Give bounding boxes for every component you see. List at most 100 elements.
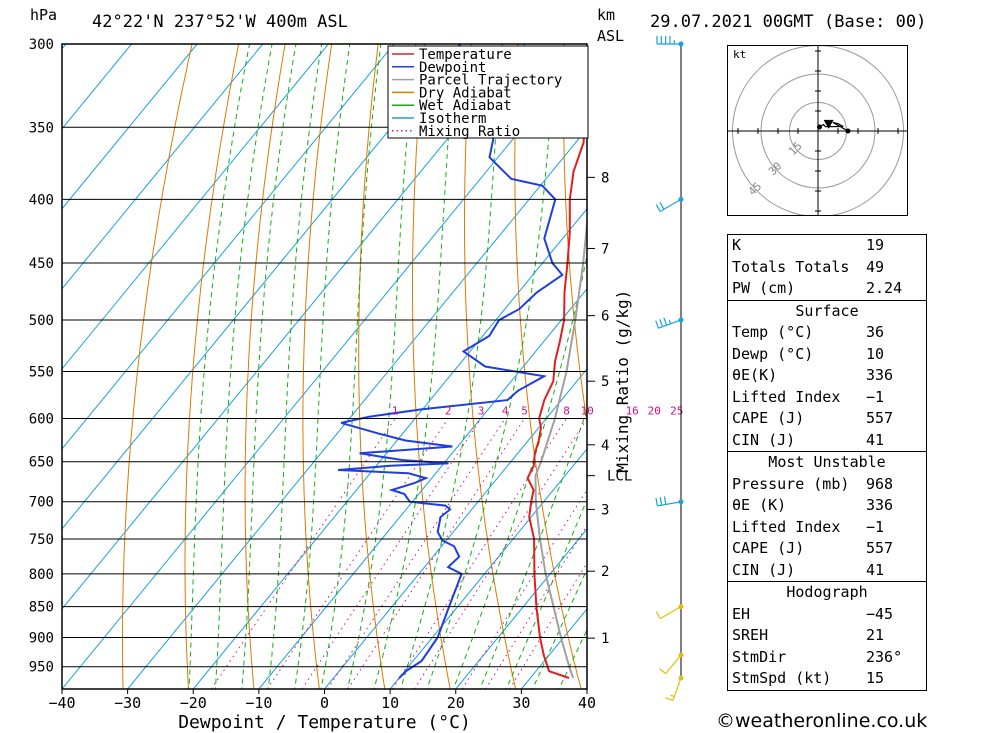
pressure-tick-label: 300 xyxy=(29,37,54,53)
isotherm-line xyxy=(62,44,264,290)
most-unstable-rows: Pressure (mb) 968 θE (K) 336 Lifted Index −1 C… xyxy=(728,474,926,582)
isotherm-line xyxy=(127,127,587,689)
most-unstable-value: 968 xyxy=(866,474,894,493)
isotherm-line xyxy=(389,448,587,689)
hodograph-row: SREH 21 xyxy=(728,625,926,647)
index-key: PW (cm) xyxy=(732,279,796,297)
hodograph-title: Hodograph xyxy=(728,581,926,604)
pressure-unit-label: hPa xyxy=(30,6,58,24)
wind-barb-flag xyxy=(659,668,666,675)
pressure-tick-label: 750 xyxy=(29,532,54,548)
surface-value: 41 xyxy=(866,430,885,449)
hodograph-key: StmSpd (kt) xyxy=(732,669,832,687)
wind-barb-flag xyxy=(655,204,661,212)
mixing-ratio-label: 1 xyxy=(392,404,399,417)
pressure-tick-label: 400 xyxy=(29,192,54,208)
location-label: 42°22'N 237°52'W 400m ASL xyxy=(92,12,348,32)
index-value: 49 xyxy=(866,257,885,276)
wind-barb-half xyxy=(670,694,675,698)
height-tick-label: 5 xyxy=(601,374,609,390)
indices-rows: K 19 Totals Totals 49 PW (cm) 2.24 xyxy=(728,235,926,300)
most-unstable-value: −1 xyxy=(866,517,885,536)
most-unstable-value: 336 xyxy=(866,496,894,514)
wind-barb-flag xyxy=(659,497,663,506)
wind-barb-flag xyxy=(655,320,660,329)
hodograph-key: EH xyxy=(732,604,751,623)
surface-key: CIN (J) xyxy=(732,430,796,449)
mixing-ratio-label: 25 xyxy=(670,404,683,417)
hodograph-row: StmDir 236° xyxy=(728,647,926,669)
height-unit-asl: ASL xyxy=(597,27,625,45)
wind-barb-flag xyxy=(655,497,658,507)
mixing-ratio-line xyxy=(461,488,587,689)
pressure-tick-label: 350 xyxy=(29,120,54,136)
pressure-tick-label: 550 xyxy=(29,364,54,380)
mixing-ratio-label: 5 xyxy=(521,404,528,417)
isotherm-line xyxy=(62,47,587,689)
wind-barb-shaft xyxy=(659,198,682,212)
surface-row: Temp (°C) 36 xyxy=(728,322,926,344)
isotherm-line xyxy=(258,288,587,689)
copyright-link[interactable]: ©weatheronline.co.uk xyxy=(716,710,928,732)
temp-tick-label: 0 xyxy=(320,694,329,712)
index-key: K xyxy=(732,236,742,254)
wind-barb-shaft xyxy=(665,654,682,674)
wet-adiabat-line xyxy=(347,44,417,689)
legend-entry: Mixing Ratio xyxy=(419,124,520,140)
hodograph-row: StmSpd (kt) 15 xyxy=(728,668,926,690)
surface-key: Temp (°C) xyxy=(732,323,814,341)
hodograph-value: 21 xyxy=(866,626,885,644)
plot-area xyxy=(62,44,587,689)
height-tick-label: 7 xyxy=(601,241,609,257)
temperature-line xyxy=(526,111,587,679)
isotherm-line xyxy=(62,44,132,130)
height-tick-label: 1 xyxy=(601,631,609,647)
isotherm-line xyxy=(62,44,395,450)
wind-barb-shaft xyxy=(657,501,682,507)
most-unstable-value: 41 xyxy=(866,560,885,579)
wet-adiabat-line xyxy=(452,253,587,689)
wind-barb-flag xyxy=(665,697,673,702)
pressure-tick-label: 950 xyxy=(29,660,54,676)
mixing-ratio-label: 8 xyxy=(563,404,570,417)
most-unstable-row: CAPE (J) 557 xyxy=(728,538,926,560)
hodograph-key: SREH xyxy=(732,626,769,644)
mixing-ratio-line xyxy=(347,418,525,689)
hodograph-ring-label: 15 xyxy=(786,139,805,158)
most-unstable-row: CIN (J) 41 xyxy=(728,560,926,582)
most-unstable-key: CAPE (J) xyxy=(732,539,805,557)
surface-title: Surface xyxy=(728,299,926,323)
dry-adiabat-line xyxy=(464,44,517,689)
hodograph-key: StmDir xyxy=(732,647,787,666)
wet-adiabat-line xyxy=(320,44,382,689)
mixing-ratio-axis-label: Mixing Ratio (g/kg) xyxy=(613,290,632,473)
datetime-label: 29.07.2021 00GMT (Base: 00) xyxy=(650,12,927,32)
index-value: 19 xyxy=(866,236,885,254)
most-unstable-key: CIN (J) xyxy=(732,560,796,579)
pressure-tick-label: 700 xyxy=(29,495,54,511)
most-unstable-row: θE (K) 336 xyxy=(728,495,926,517)
wet-adiabat-line xyxy=(426,44,557,689)
index-value: 2.24 xyxy=(866,279,903,297)
lcl-label: LCL xyxy=(607,469,632,485)
pressure-tick-label: 600 xyxy=(29,411,54,427)
isotherm-line xyxy=(62,44,526,610)
pressure-tick-label: 650 xyxy=(29,455,54,471)
wind-barb-flag xyxy=(659,318,664,327)
height-tick-label: 4 xyxy=(601,438,609,454)
hodograph-trace xyxy=(819,121,849,132)
isotherm-line xyxy=(62,44,198,210)
most-unstable-row: Lifted Index −1 xyxy=(728,517,926,539)
dry-adiabat-line xyxy=(122,44,193,689)
mixing-ratio-label: 16 xyxy=(626,404,639,417)
wet-adiabat-line xyxy=(188,44,251,689)
wet-adiabat-line xyxy=(479,408,587,689)
height-tick-label: 3 xyxy=(601,502,609,518)
mixing-ratio-label: 4 xyxy=(502,404,509,417)
hodograph-unit-label: kt xyxy=(733,48,746,61)
parcel-trajectory-line xyxy=(534,214,587,679)
pressure-tick-label: 850 xyxy=(29,600,54,616)
isotherm-line xyxy=(455,528,587,689)
